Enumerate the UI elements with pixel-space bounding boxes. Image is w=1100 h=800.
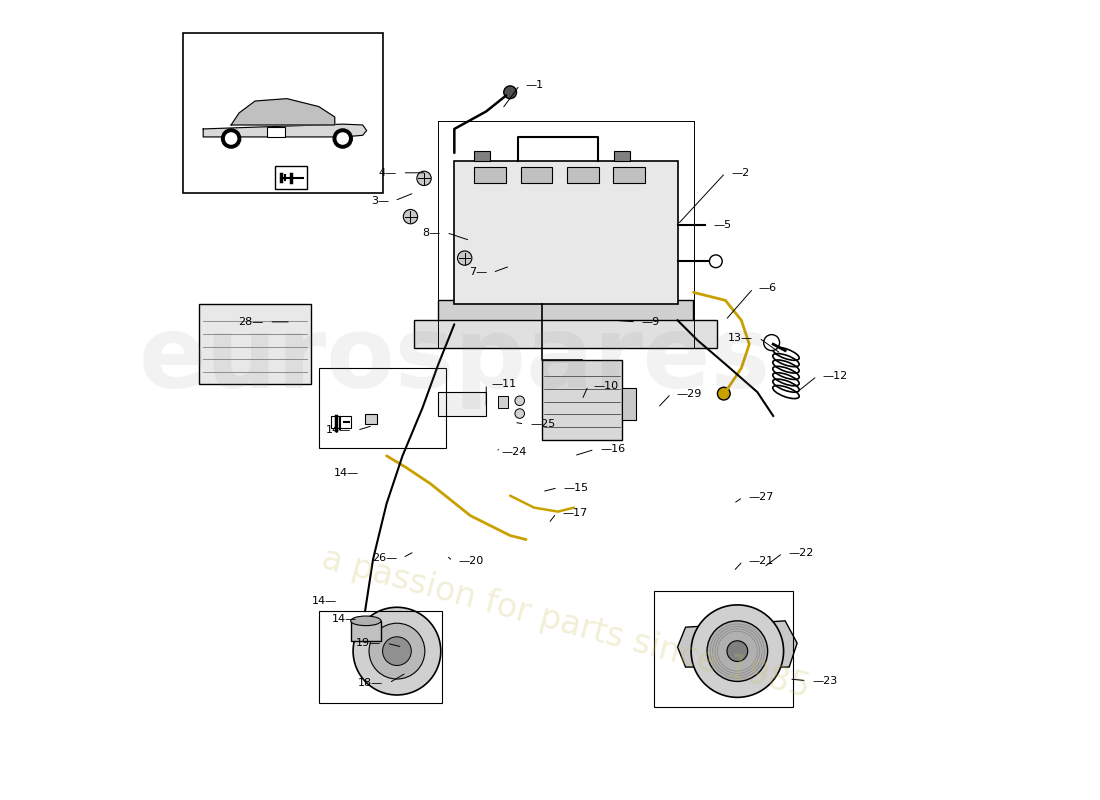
Text: —20: —20	[459, 556, 484, 566]
Polygon shape	[678, 621, 798, 667]
Text: 8—: 8—	[422, 227, 441, 238]
Bar	[498, 396, 508, 408]
Bar	[365, 414, 377, 424]
Circle shape	[710, 255, 723, 268]
Circle shape	[226, 133, 236, 144]
Circle shape	[727, 641, 748, 662]
Text: —2: —2	[732, 168, 749, 178]
Text: —16: —16	[601, 445, 625, 454]
Circle shape	[353, 607, 441, 695]
Text: 14—: 14—	[312, 596, 337, 606]
Circle shape	[458, 251, 472, 266]
Circle shape	[707, 621, 768, 682]
Text: —24: —24	[502, 447, 527, 457]
Text: —27: —27	[748, 492, 774, 502]
Text: —21: —21	[748, 556, 773, 566]
Text: 7—: 7—	[469, 267, 487, 278]
Text: 26—: 26—	[372, 553, 397, 563]
Text: 19—: 19—	[355, 638, 381, 648]
Text: —25: —25	[530, 419, 556, 429]
Circle shape	[383, 637, 411, 666]
Polygon shape	[204, 124, 366, 137]
Bar	[566, 167, 598, 183]
Bar	[621, 388, 636, 420]
Text: —10: —10	[594, 381, 619, 390]
Circle shape	[717, 387, 730, 400]
Text: 13—: 13—	[728, 333, 754, 343]
Text: —6: —6	[759, 283, 777, 294]
Text: 18—: 18—	[359, 678, 384, 688]
Text: a passion for parts since 1985: a passion for parts since 1985	[318, 542, 814, 704]
Bar	[474, 151, 491, 161]
Circle shape	[333, 129, 352, 148]
Text: —17: —17	[562, 508, 587, 518]
Bar	[319, 611, 442, 703]
Circle shape	[504, 86, 517, 98]
Text: 14—: 14—	[332, 614, 358, 624]
Bar	[351, 621, 381, 641]
Text: —22: —22	[789, 548, 814, 558]
Text: 14—: 14—	[334, 468, 360, 478]
Text: —29: —29	[676, 389, 702, 398]
Bar	[454, 161, 678, 304]
Ellipse shape	[351, 616, 381, 626]
Polygon shape	[231, 98, 334, 125]
Bar	[614, 151, 629, 161]
Bar	[319, 368, 447, 448]
Text: —15: —15	[563, 482, 589, 493]
Text: 14—: 14—	[327, 426, 352, 435]
Text: eurospares: eurospares	[139, 312, 770, 409]
Circle shape	[515, 396, 525, 406]
Text: —11: —11	[492, 379, 517, 389]
Bar	[199, 304, 311, 384]
Text: —9: —9	[641, 317, 660, 327]
Bar	[331, 416, 351, 428]
Bar	[613, 167, 645, 183]
Text: 4—: 4—	[378, 168, 397, 178]
Circle shape	[337, 133, 349, 144]
Bar	[439, 392, 486, 416]
Bar	[184, 34, 383, 193]
Bar	[275, 166, 307, 189]
Bar	[542, 360, 621, 440]
Bar	[653, 591, 793, 707]
Circle shape	[404, 210, 418, 224]
Text: 28—: 28—	[239, 317, 264, 327]
Circle shape	[417, 171, 431, 186]
Text: —5: —5	[714, 220, 732, 230]
Bar	[439, 300, 693, 324]
Circle shape	[691, 605, 783, 698]
Text: —23: —23	[812, 676, 837, 686]
Circle shape	[515, 409, 525, 418]
Bar	[267, 126, 285, 137]
Circle shape	[368, 623, 425, 679]
Bar	[520, 167, 552, 183]
Circle shape	[763, 334, 780, 350]
Text: 3—: 3—	[371, 196, 389, 206]
Circle shape	[221, 129, 241, 148]
Text: —1: —1	[526, 80, 543, 90]
Text: —12: —12	[823, 371, 848, 381]
Bar	[474, 167, 506, 183]
Bar	[415, 320, 717, 348]
